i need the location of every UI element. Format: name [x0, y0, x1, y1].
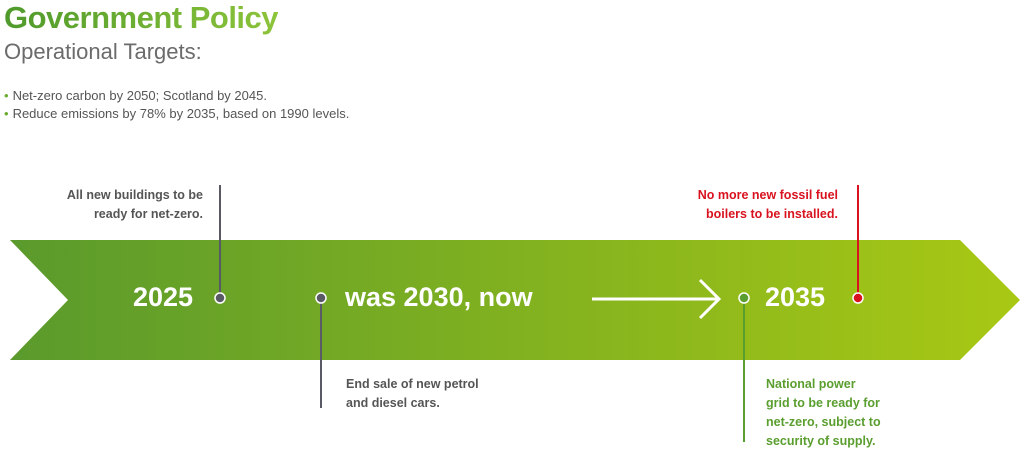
marker-2035-boilers	[852, 292, 864, 304]
right-arrow-icon	[592, 278, 722, 320]
note-buildings: All new buildings to be ready for net-zer…	[66, 188, 203, 221]
year-2035: 2035	[765, 282, 826, 312]
bullet-item: • Reduce emissions by 78% by 2035, based …	[4, 106, 350, 121]
year-2025: 2025	[133, 282, 194, 312]
subtitle: Operational Targets:	[4, 39, 202, 64]
marker-2030	[315, 292, 327, 304]
page-title: Government Policy	[4, 0, 279, 35]
timeline-arrow-band	[10, 240, 1020, 360]
note-cars: End sale of new petrol and diesel cars.	[346, 377, 479, 410]
bullet-item: • Net-zero carbon by 2050; Scotland by 20…	[4, 88, 267, 103]
marker-2025	[214, 292, 226, 304]
note-boilers: No more new fossil fuel boilers to be ins…	[697, 188, 838, 221]
marker-2035-grid	[738, 292, 750, 304]
year-2030-label: was 2030, now	[345, 282, 533, 312]
note-grid: National power grid to be ready for net-ze…	[766, 377, 881, 448]
